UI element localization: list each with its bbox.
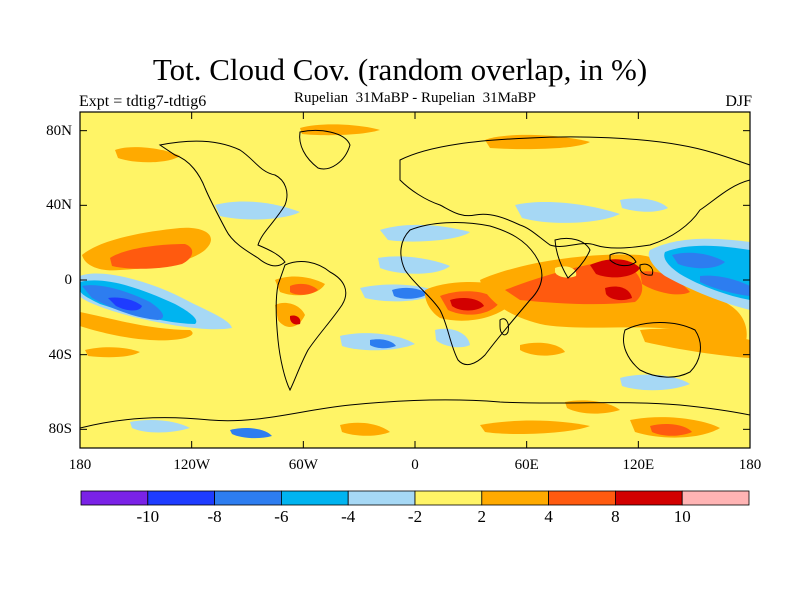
colorbar-label: 10 bbox=[673, 507, 691, 526]
anomaly-patch bbox=[640, 328, 750, 358]
anomaly-patch bbox=[435, 328, 470, 348]
lon-tick-label: 120W bbox=[173, 457, 210, 473]
coastline-australia bbox=[623, 322, 701, 378]
anomaly-patch bbox=[85, 347, 140, 358]
lat-tick-label: 0 bbox=[64, 272, 73, 288]
lon-tick-label: 120E bbox=[622, 457, 655, 473]
colorbar-swatch bbox=[80, 490, 149, 506]
anomaly-field bbox=[80, 124, 750, 439]
lon-tick-label: 180 bbox=[738, 457, 762, 473]
anomaly-patch bbox=[520, 342, 565, 356]
colorbar-label: 2 bbox=[477, 507, 487, 526]
anomaly-patch bbox=[700, 275, 750, 296]
anomaly-patch bbox=[110, 244, 193, 269]
anomaly-patch bbox=[130, 420, 190, 433]
anomaly-patch bbox=[672, 252, 725, 269]
colorbar-label: 8 bbox=[611, 507, 620, 526]
lat-tick-label: 80S bbox=[48, 421, 72, 438]
colorbar-swatch bbox=[214, 490, 282, 506]
anomaly-patch bbox=[370, 339, 396, 349]
anomaly-patch bbox=[640, 271, 690, 295]
lon-tick-label: 60E bbox=[514, 457, 539, 473]
anomaly-patch bbox=[605, 286, 632, 301]
anomaly-patch bbox=[515, 201, 620, 223]
lon-tick-label: 180 bbox=[68, 457, 92, 473]
colorbar-swatch bbox=[280, 490, 349, 506]
colorbar-swatch bbox=[548, 490, 616, 506]
colorbar-swatch bbox=[681, 490, 750, 506]
colorbar-swatch bbox=[615, 490, 683, 506]
coastlines bbox=[80, 130, 750, 429]
lon-tick-label: 60W bbox=[288, 457, 318, 473]
colorbar-swatch bbox=[481, 490, 549, 506]
anomaly-patch bbox=[392, 287, 428, 299]
plot-title: Tot. Cloud Cov. (random overlap, in %) bbox=[152, 52, 648, 87]
lat-tick-label: 40S bbox=[48, 346, 72, 363]
coastline-islands bbox=[609, 252, 654, 276]
colorbar-label: -8 bbox=[207, 507, 222, 526]
anomaly-patch bbox=[590, 259, 640, 278]
anomaly-patch bbox=[620, 374, 690, 391]
coastline-north-america bbox=[158, 140, 288, 267]
anomaly-patch bbox=[300, 124, 380, 136]
anomaly-patch bbox=[450, 298, 484, 311]
lon-tick-label: 0 bbox=[411, 457, 419, 473]
colorbar-label: -4 bbox=[341, 507, 356, 526]
anomaly-patch bbox=[80, 312, 193, 341]
coastline-eurasia bbox=[399, 136, 750, 249]
coastline-madagascar bbox=[499, 318, 509, 336]
experiment-label: Expt = tdtig7-tdtig6 bbox=[79, 93, 207, 110]
colorbar-swatch bbox=[347, 490, 416, 506]
colorbar-swatch bbox=[147, 490, 216, 506]
axis-ticks bbox=[79, 112, 751, 448]
colorbar-label: -2 bbox=[407, 507, 423, 526]
season-label: DJF bbox=[725, 93, 752, 110]
lat-tick-label: 80N bbox=[46, 122, 72, 139]
coastline-africa bbox=[400, 222, 543, 366]
lat-tick-label: 40N bbox=[46, 197, 72, 214]
anomaly-patch bbox=[115, 147, 180, 163]
anomaly-patch bbox=[340, 422, 390, 436]
coastline-antarctica bbox=[80, 399, 750, 429]
anomaly-patch bbox=[650, 424, 692, 436]
subtitle: Rupelian 31MaBP - Rupelian 31MaBP bbox=[294, 90, 536, 106]
coastline-greenland bbox=[299, 130, 351, 170]
colorbar-label: -10 bbox=[136, 507, 160, 526]
anomaly-patch bbox=[378, 256, 450, 274]
anomaly-patch bbox=[620, 198, 668, 212]
colorbar-label: -6 bbox=[274, 507, 289, 526]
coastline-india bbox=[554, 237, 591, 279]
coastline-south-america bbox=[275, 261, 347, 392]
colorbar-swatch bbox=[414, 490, 483, 506]
anomaly-patch bbox=[230, 428, 272, 439]
anomaly-patch bbox=[290, 283, 318, 295]
anomaly-patch bbox=[480, 420, 590, 434]
colorbar-label: 4 bbox=[544, 507, 553, 526]
anomaly-patch bbox=[108, 297, 142, 311]
anomaly-patch bbox=[380, 224, 470, 242]
colorbar bbox=[80, 490, 750, 506]
anomaly-patch bbox=[290, 315, 301, 325]
anomaly-patch bbox=[565, 400, 620, 414]
